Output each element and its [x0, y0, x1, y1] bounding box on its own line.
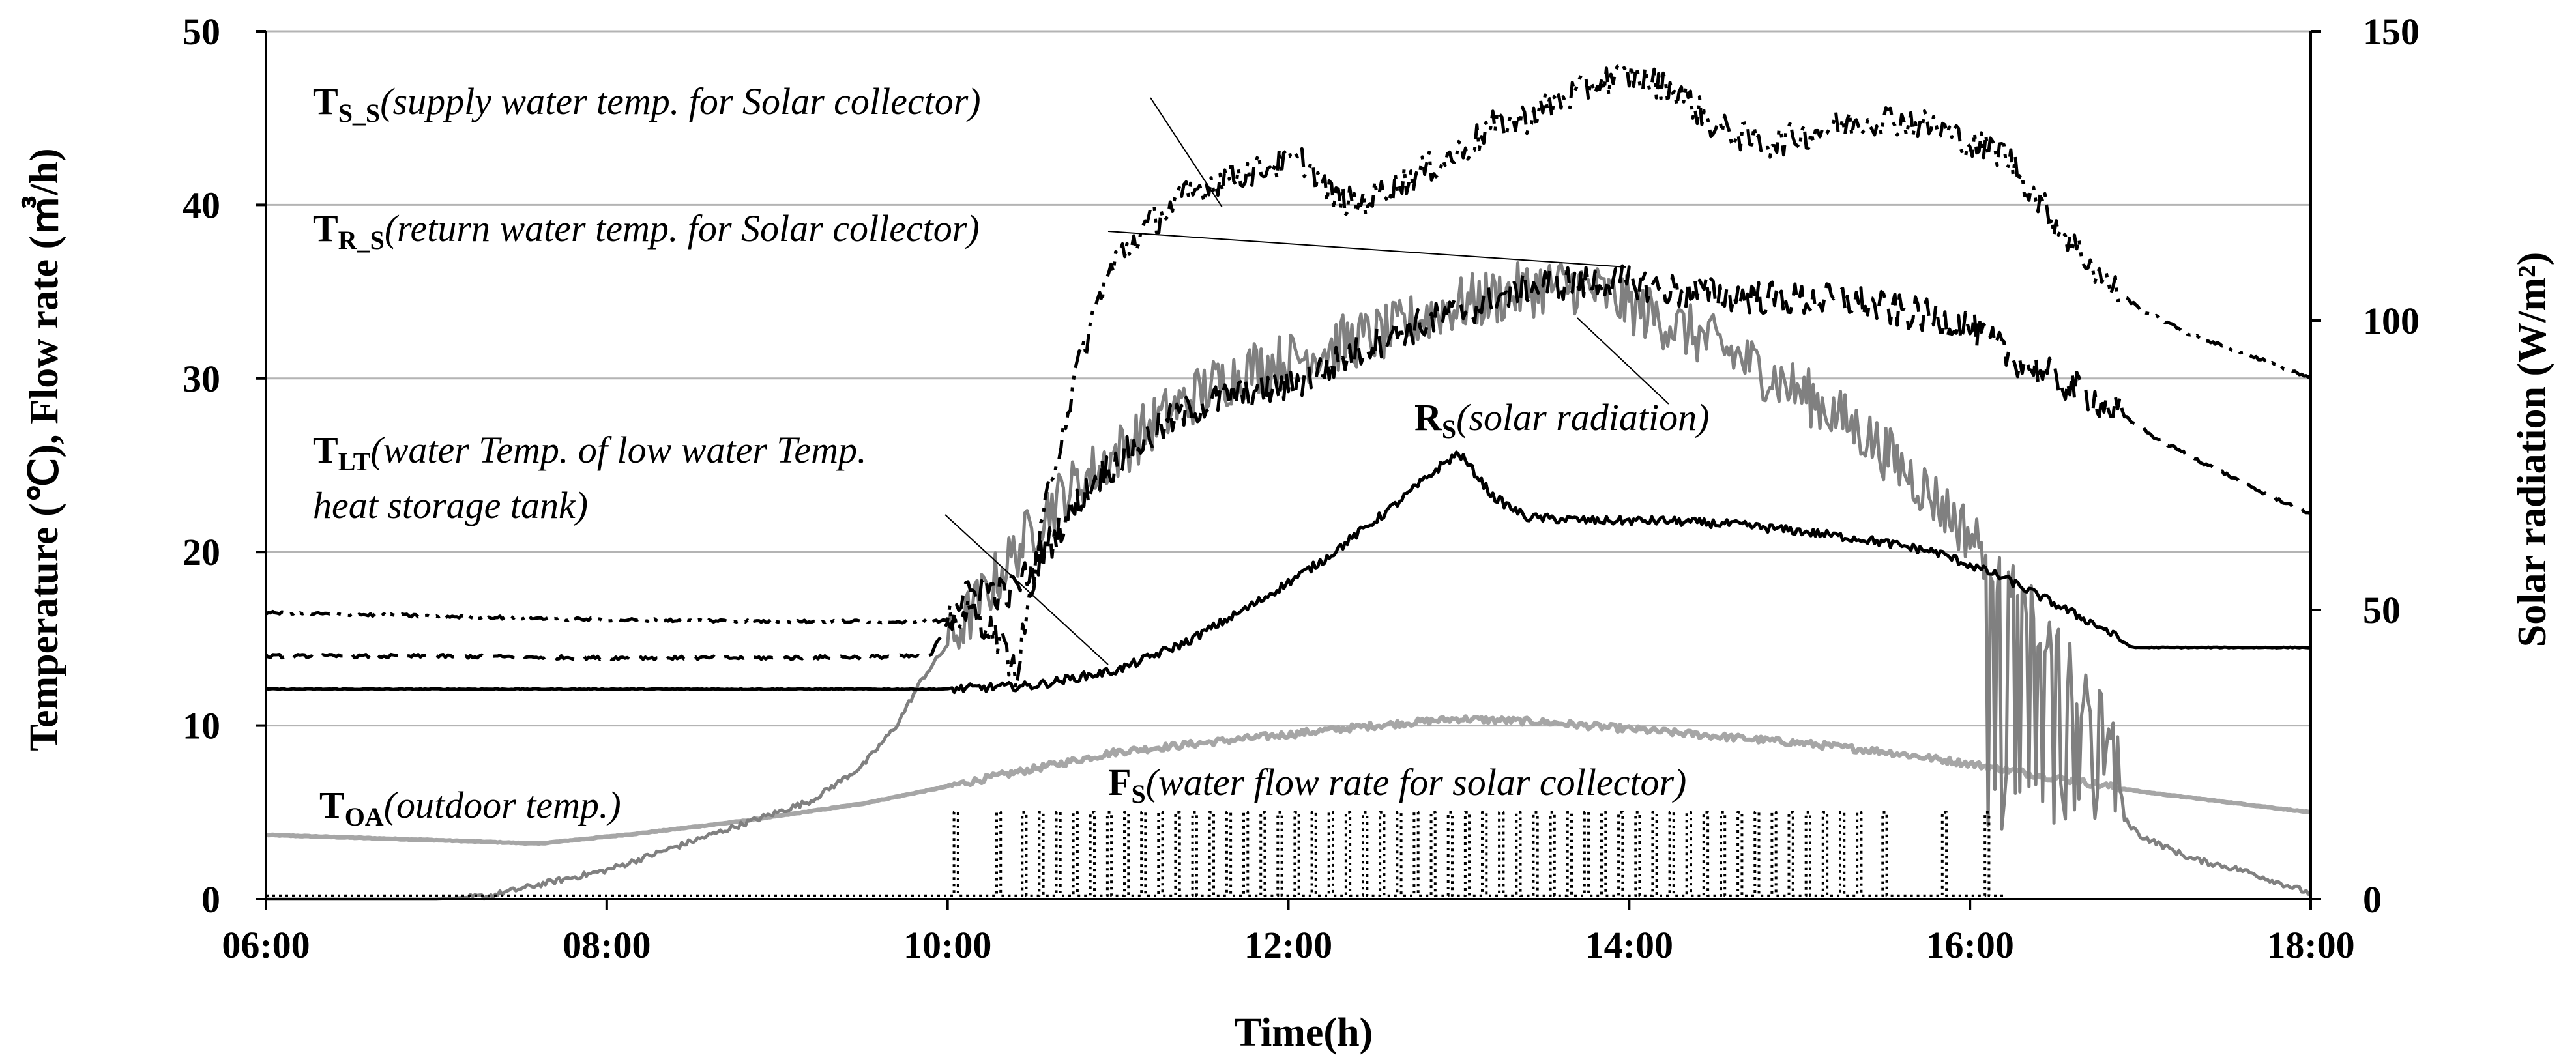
annotation-description: (outdoor temp.) — [384, 784, 621, 826]
annotation-subscript: S — [1131, 779, 1145, 809]
x-tick-label: 12:00 — [1244, 924, 1332, 966]
x-tick-label: 14:00 — [1585, 924, 1673, 966]
annotation-subscript: S_S — [338, 98, 381, 128]
y-axis-right-title: Solar radiation (W/m²) — [2510, 252, 2554, 647]
annotation-tr: TR_S(return water temp. for Solar collec… — [313, 207, 980, 255]
y-right-tick-label: 150 — [2363, 10, 2420, 53]
annotation-symbol: F — [1108, 761, 1131, 803]
annotation-symbol: R — [1414, 396, 1442, 439]
x-tick-label: 16:00 — [1926, 924, 2014, 966]
annotation-description: (supply water temp. for Solar collector) — [380, 80, 980, 122]
leader-line-tlt — [944, 514, 1109, 665]
annotation-fs: FS(water flow rate for solar collector) — [1108, 761, 1686, 809]
leader-line-tr — [1107, 231, 1627, 268]
annotation-symbol: T — [313, 429, 338, 471]
series-line-5 — [266, 811, 2004, 897]
x-tick-label: 18:00 — [2266, 924, 2354, 966]
y-left-tick-label: 10 — [183, 705, 220, 747]
annotation-description: (return water temp. for Solar collector) — [385, 207, 980, 250]
annotation-subscript: LT — [338, 447, 371, 476]
y-right-tick-label: 100 — [2363, 300, 2420, 342]
x-axis-title: Time(h) — [1235, 1011, 1373, 1055]
annotation-symbol: T — [313, 80, 338, 122]
y-left-tick-label: 0 — [201, 878, 220, 921]
annotation-description: (water Temp. of low water Temp. — [370, 429, 866, 471]
y-left-tick-label: 30 — [183, 358, 220, 400]
annotation-tlt: TLT(water Temp. of low water Temp. — [313, 429, 866, 476]
x-tick-label: 08:00 — [563, 924, 651, 966]
series-line-2 — [265, 450, 2311, 695]
x-tick-label: 10:00 — [903, 924, 991, 966]
y-left-tick-label: 40 — [183, 184, 220, 226]
annotations: TS_S(supply water temp. for Solar collec… — [313, 80, 1709, 831]
y-right-tick-label: 0 — [2363, 878, 2382, 921]
annotation-toa: TOA(outdoor temp.) — [319, 784, 621, 831]
annotation-description: (water flow rate for solar collector) — [1146, 761, 1687, 803]
annotation-subscript: R_S — [338, 225, 385, 255]
annotation-ts: TS_S(supply water temp. for Solar collec… — [313, 80, 981, 128]
x-tick-label: 06:00 — [222, 924, 310, 966]
annotation-description-2: heat storage tank) — [313, 484, 588, 526]
annotation-symbol: T — [313, 207, 338, 250]
leader-line-rs — [1577, 317, 1669, 405]
series-line-4 — [265, 714, 2311, 846]
annotation-rs: RS(solar radiation) — [1414, 396, 1709, 444]
y-axis-left-title: Temperature (℃), Flow rate (㎥/h) — [21, 148, 66, 751]
annotation-symbol: T — [319, 784, 345, 826]
axis-ticks: 06:00 08:00 10:00 12:00 14:00 16:00 18:0001020… — [183, 10, 2420, 966]
series-line-1 — [265, 264, 2312, 661]
annotation-tlt-line2: heat storage tank) — [313, 484, 588, 526]
annotation-description: (solar radiation) — [1456, 396, 1709, 439]
annotation-subscript: S — [1442, 414, 1456, 444]
y-right-tick-label: 50 — [2363, 589, 2401, 631]
series-line-0 — [265, 63, 2311, 690]
y-left-tick-label: 50 — [183, 10, 220, 53]
leader-line-ts — [1150, 97, 1223, 208]
annotation-subscript: OA — [345, 802, 384, 831]
y-left-tick-label: 20 — [183, 531, 220, 573]
series-layer — [265, 63, 2312, 901]
annotation-leader-lines — [944, 97, 1669, 665]
